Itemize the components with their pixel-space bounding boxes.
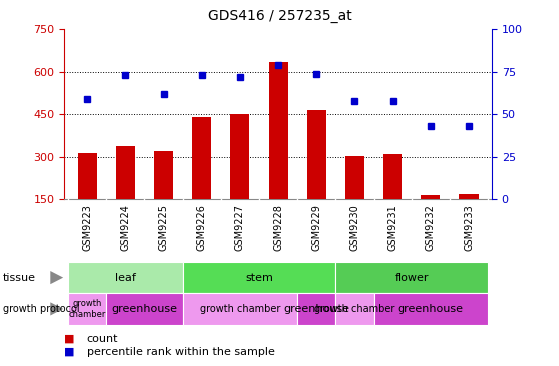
Text: greenhouse: greenhouse (283, 304, 349, 314)
Text: GSM9231: GSM9231 (387, 205, 397, 251)
Bar (345, 156, 364, 199)
Text: greenhouse: greenhouse (111, 304, 177, 314)
Text: growth
chamber: growth chamber (69, 299, 106, 319)
Bar (230, 114, 249, 199)
Text: stem: stem (245, 273, 273, 283)
Text: GSM9229: GSM9229 (311, 205, 321, 251)
Text: GDS416 / 257235_at: GDS416 / 257235_at (207, 9, 352, 23)
Text: flower: flower (395, 273, 429, 283)
Text: percentile rank within the sample: percentile rank within the sample (87, 347, 274, 357)
Bar (268, 62, 288, 199)
Text: GSM9228: GSM9228 (273, 205, 283, 251)
Bar (421, 195, 440, 199)
Text: leaf: leaf (115, 273, 136, 283)
Text: GSM9230: GSM9230 (349, 205, 359, 251)
Text: GSM9226: GSM9226 (197, 205, 207, 251)
Bar (116, 146, 135, 199)
Text: GSM9232: GSM9232 (426, 205, 436, 251)
Text: GSM9225: GSM9225 (159, 205, 169, 251)
Bar (192, 117, 211, 199)
Text: count: count (87, 333, 118, 344)
Text: growth chamber: growth chamber (200, 304, 280, 314)
Text: GSM9233: GSM9233 (464, 205, 474, 251)
Text: GSM9223: GSM9223 (82, 205, 92, 251)
Text: tissue: tissue (3, 273, 36, 283)
Text: growth protocol: growth protocol (3, 304, 79, 314)
Text: GSM9224: GSM9224 (120, 205, 130, 251)
Text: ■: ■ (64, 347, 75, 357)
Bar (459, 194, 479, 199)
Text: GSM9227: GSM9227 (235, 205, 245, 251)
Text: growth chamber: growth chamber (314, 304, 395, 314)
Bar (307, 110, 326, 199)
Bar (154, 151, 173, 199)
Bar (383, 154, 402, 199)
Text: ■: ■ (64, 333, 75, 344)
Text: greenhouse: greenhouse (398, 304, 464, 314)
Bar (78, 153, 97, 199)
